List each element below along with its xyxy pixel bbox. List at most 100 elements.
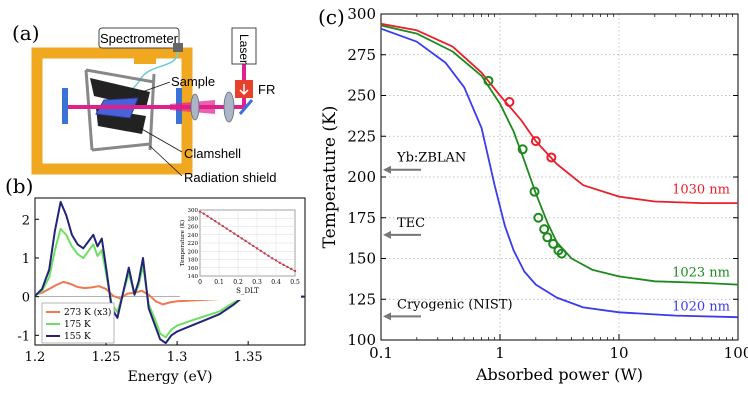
- inset-point: [274, 259, 278, 262]
- inset-point: [252, 244, 255, 248]
- x-axis-label: Absorbed power (W): [475, 365, 643, 384]
- series-label-1030-nm: 1030 nm: [672, 182, 730, 197]
- reference-label-tec: TEC: [397, 216, 425, 231]
- inset-point: [240, 237, 243, 240]
- legend-entry-273-k-x3: 273 K (x3): [64, 307, 111, 318]
- inset-point: [244, 239, 247, 243]
- x-tick-label: 1.2: [25, 350, 46, 365]
- inset-point: [233, 232, 236, 235]
- inset-x-axis-label: S_DLT: [236, 287, 259, 295]
- inset-y-tick-label: 240: [188, 233, 199, 239]
- reference-label-cryogenic-nist: Cryogenic (NIST): [397, 297, 513, 312]
- inset-point: [229, 229, 232, 233]
- inset-y-tick-label: 180: [188, 258, 199, 264]
- clamshell-leader: [139, 127, 183, 153]
- inset-point: [202, 212, 205, 215]
- y-tick-label: 200: [347, 168, 376, 186]
- series-line-1030-nm: [380, 22, 738, 204]
- data-marker-1023-nm: [483, 75, 494, 86]
- data-marker-1030-nm: [546, 152, 557, 163]
- radiation-shield-label: Radiation shield: [184, 170, 277, 185]
- laser-label: Laser: [237, 34, 251, 64]
- sample-label: Sample: [171, 74, 215, 89]
- y-tick-label: 175: [347, 209, 376, 227]
- y-axis-label: Temperature (K): [320, 106, 340, 249]
- y-tick-label: 100: [347, 331, 376, 349]
- inset-y-tick-label: 280: [188, 216, 199, 222]
- panel-a: (a) Spectrometer: [12, 21, 277, 185]
- inset-y-tick-label: 200: [188, 249, 199, 255]
- data-marker-1030-nm: [530, 136, 541, 147]
- y-tick-label: 300: [347, 5, 376, 23]
- x-tick-label: 1.25: [92, 350, 121, 365]
- fr-label: FR: [258, 82, 275, 97]
- inset-point: [282, 263, 285, 267]
- panel-a-label: (a): [12, 21, 40, 45]
- series-label-1023-nm: 1023 nm: [672, 265, 730, 280]
- faraday-rotator-arrow-icon: [239, 84, 249, 96]
- x-tick-label: 1: [495, 344, 505, 362]
- reference-arrowhead-yb-zblan: [383, 165, 391, 174]
- inset-point: [267, 254, 270, 257]
- panel-c: (c) 0.1 1 10 100 100 125 150 175 200 225 250 275 300…: [318, 5, 748, 384]
- inset-point: [293, 269, 297, 273]
- radiation-shield: [84, 68, 156, 152]
- temperature-chart: 0.1 1 10 100 100 125 150 175 200 225 250 275 300 Abso…: [320, 5, 748, 384]
- panel-b: (b) 1.2 1.25 1.3 1.35 -1 0 1 2 Energy (eV) 273 K …: [5, 174, 306, 385]
- inset-point: [236, 234, 240, 238]
- inset-y-tick-label: 160: [188, 266, 199, 272]
- inset-point: [206, 214, 209, 218]
- inset-point: [278, 261, 281, 264]
- data-marker-1023-nm: [539, 224, 550, 235]
- y-tick-label: 0: [22, 291, 30, 306]
- x-tick-label: 10: [609, 344, 628, 362]
- data-marker-1023-nm: [548, 238, 559, 249]
- inset-point: [286, 265, 289, 269]
- spectrometer-connector: [173, 43, 183, 52]
- x-tick-label: 0.1: [369, 344, 393, 362]
- series-label-1020-nm: 1020 nm: [672, 300, 730, 315]
- data-marker-1023-nm: [556, 248, 567, 259]
- panel-b-label: (b): [5, 174, 33, 198]
- inset-point: [217, 222, 221, 225]
- y-tick-label: 225: [347, 127, 376, 145]
- inset-y-tick-label: 220: [188, 241, 199, 247]
- inset-point: [263, 252, 266, 255]
- data-marker-1023-nm: [542, 232, 553, 243]
- laser-box: [231, 27, 257, 65]
- y-tick-label: 2: [22, 213, 30, 228]
- inset-chart: 140 160 180 200 220 240 260 280 300 0 0.1 0.2 0.3 0.4…: [179, 204, 301, 300]
- y-tick-label: 250: [347, 87, 376, 105]
- y-tick-label: 275: [347, 46, 376, 64]
- data-marker-1023-nm: [517, 144, 528, 155]
- y-tick-label: 1: [22, 252, 30, 267]
- inset-x-tick-label: 0.3: [252, 279, 262, 286]
- plot-frame: [380, 13, 739, 341]
- inset-point: [214, 219, 217, 223]
- fold-mirror: [238, 99, 254, 115]
- inset-x-tick-label: 0.5: [290, 279, 300, 286]
- left-mirror: [62, 88, 68, 124]
- inset-x-tick-label: 0.4: [271, 279, 281, 286]
- inset-point: [210, 217, 213, 220]
- panel-c-label: (c): [318, 5, 345, 29]
- series-line-1020-nm: [380, 27, 739, 319]
- x-axis-label: Energy (eV): [128, 369, 213, 385]
- radiation-shield-leader: [149, 145, 183, 177]
- reference-arrowhead-cryogenic-nist: [383, 312, 391, 321]
- reference-label-yb-zblan: Yb:ZBLAN: [396, 151, 466, 166]
- legend-entry-155-k: 155 K: [64, 332, 91, 342]
- reference-arrowhead-tec: [383, 230, 391, 239]
- frame-port: [134, 44, 156, 64]
- lens-1: [190, 93, 200, 121]
- series-line-155-k: [34, 200, 305, 345]
- inset-x-tick-label: 0: [198, 279, 202, 286]
- inset-point: [221, 224, 224, 228]
- clamshell-label: Clamshell: [184, 146, 241, 161]
- inset-point: [255, 247, 259, 250]
- spectrometer-label: Spectrometer: [100, 31, 179, 46]
- inset-point: [248, 242, 251, 245]
- x-tick-label: 100: [724, 344, 748, 362]
- data-marker-1023-nm: [529, 186, 540, 197]
- inset-y-tick-label: 300: [188, 208, 199, 214]
